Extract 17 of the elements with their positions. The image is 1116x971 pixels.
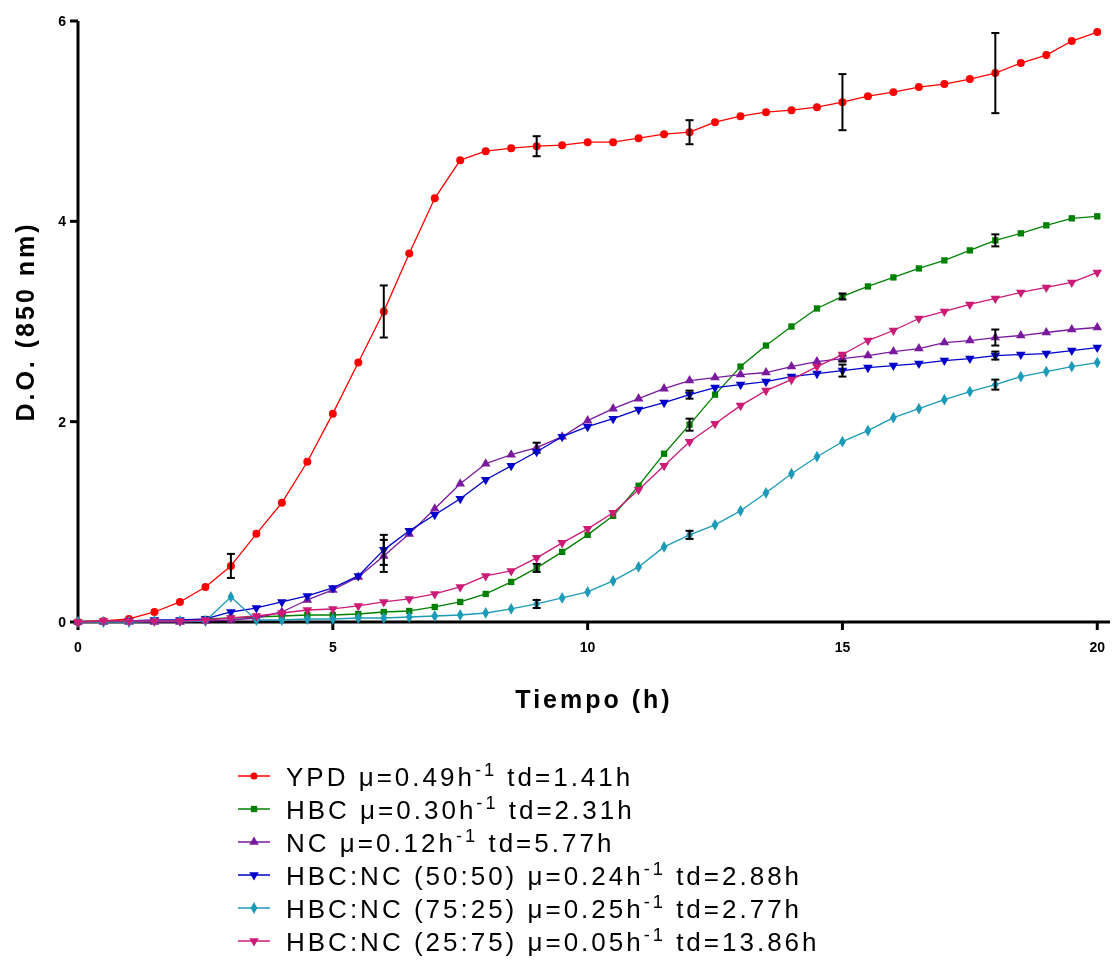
legend-label: HBC:NC (75:25) μ=0.25h$^{-1}$ td=2.77h bbox=[286, 892, 803, 924]
legend-label: HBC:NC (50:50) μ=0.24h$^{-1}$ td=2.88h bbox=[286, 859, 803, 891]
x-tick-label: 15 bbox=[834, 639, 851, 655]
y-tick-label: 2 bbox=[58, 413, 67, 430]
legend-label: NC μ=0.12h$^{-1}$ td=5.77h bbox=[286, 826, 615, 858]
x-tick-label: 5 bbox=[328, 639, 337, 655]
y-tick-label: 6 bbox=[58, 12, 67, 29]
legend-label: HBC μ=0.30h$^{-1}$ td=2.31h bbox=[286, 793, 635, 825]
x-tick-label: 10 bbox=[579, 639, 596, 655]
y-tick-label: 0 bbox=[58, 613, 67, 630]
x-tick-label: 20 bbox=[1089, 639, 1106, 655]
x-axis-title: Tiempo (h) bbox=[515, 685, 673, 713]
legend-label: HBC:NC (25:75) μ=0.05h$^{-1}$ td=13.86h bbox=[286, 925, 820, 957]
y-tick-label: 4 bbox=[58, 213, 67, 230]
y-axis-title: D.O. (850 nm) bbox=[11, 221, 39, 422]
x-tick-label: 0 bbox=[74, 639, 83, 655]
legend-label: YPD μ=0.49h$^{-1}$ td=1.41h bbox=[286, 760, 634, 792]
